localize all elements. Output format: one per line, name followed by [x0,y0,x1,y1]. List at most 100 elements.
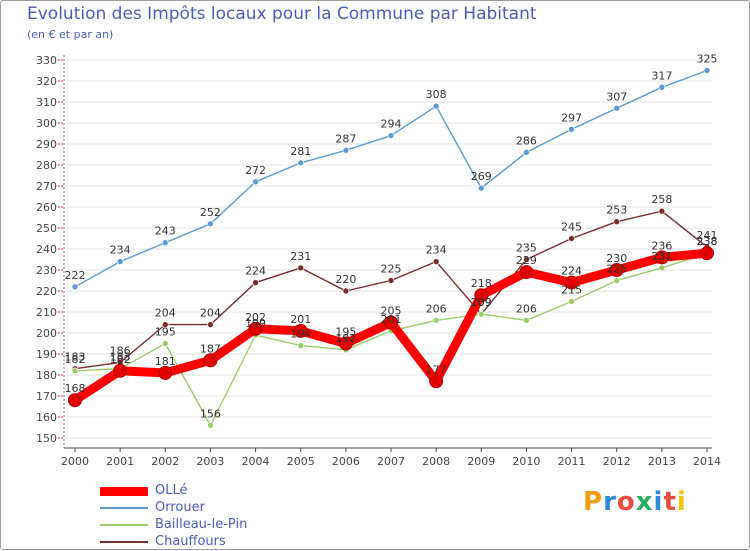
logo-letter: i [676,487,687,517]
data-label-chauffours: 183 [65,351,86,364]
data-label-orrouer: 286 [516,134,537,147]
data-label-olle: 168 [65,382,86,395]
y-tick-label: 290 [36,138,57,151]
data-point-bailleau-le-pin [477,310,485,318]
data-label-bailleau-le-pin: 183 [110,351,131,364]
data-label-orrouer: 222 [65,269,86,282]
data-label-bailleau-le-pin: 201 [381,313,402,326]
data-label-orrouer: 287 [335,132,356,145]
data-point-bailleau-le-pin [432,317,440,324]
x-tick-label: 2006 [332,455,360,468]
data-label-bailleau-le-pin: 199 [245,317,266,330]
data-point-olle [158,365,173,380]
y-tick-label: 280 [36,159,57,172]
data-label-olle: 230 [606,252,627,265]
data-point-olle [293,323,308,338]
data-point-orrouer [703,67,711,74]
x-tick-label: 2009 [467,455,495,468]
data-label-chauffours: 235 [516,242,537,255]
data-point-bailleau-le-pin [523,317,530,324]
y-tick-label: 270 [36,180,57,193]
legend-swatch-chauffours [100,541,148,543]
data-label-orrouer: 294 [381,118,402,131]
y-tick-label: 190 [36,348,57,361]
data-label-olle: 177 [426,363,447,376]
data-label-olle: 181 [155,355,176,368]
data-point-olle [474,288,489,303]
axes: 150 160 170 180 190 200 210 220 230 240 250 260 270 2… [36,54,721,468]
data-point-orrouer [658,84,666,91]
x-tick-label: 2012 [603,455,631,468]
y-tick-label: 240 [36,243,57,256]
data-point-chauffours [342,287,350,295]
data-point-orrouer [161,239,169,246]
data-point-orrouer [613,105,621,112]
y-tick-label: 310 [36,96,57,109]
data-point-orrouer [297,159,305,167]
data-label-chauffours: 186 [110,344,131,357]
legend-label-chauffours: Chauffours [155,534,226,549]
x-tick-label: 2003 [196,455,224,468]
y-tick-label: 250 [36,222,57,235]
x-tick-label: 2002 [151,455,179,468]
data-label-bailleau-le-pin: 206 [516,302,537,315]
data-label-chauffours: 204 [200,307,221,320]
data-label-chauffours: 231 [290,250,311,263]
x-tick-label: 2008 [422,455,450,468]
x-tick-label: 2007 [377,455,405,468]
y-tick-label: 210 [36,306,57,319]
data-point-olle [113,363,128,378]
data-point-chauffours [523,256,530,263]
data-point-chauffours [568,235,575,242]
data-point-orrouer [71,283,79,291]
data-label-bailleau-le-pin: 195 [155,326,176,339]
chart-subtitle: (en € et par an) [27,28,114,41]
x-tick-label: 2010 [512,455,540,468]
x-tick-label: 2011 [558,455,586,468]
legend-swatch-orrouer [100,507,148,509]
logo-letter: t [663,487,677,517]
y-tick-label: 220 [36,285,57,298]
data-point-olle [519,265,534,280]
data-label-orrouer: 243 [155,225,176,238]
data-label-orrouer: 308 [426,88,447,101]
data-labels: 222 234 243 252 272 281 287 294 308 269 286 297 307 3… [65,53,718,421]
data-label-bailleau-le-pin: 215 [561,284,582,297]
x-tick-label: 2001 [106,455,134,468]
data-label-orrouer: 297 [561,111,582,124]
data-label-olle: 187 [200,342,221,355]
data-label-olle: 201 [290,313,311,326]
grid [66,59,712,439]
data-label-olle: 182 [110,353,131,366]
data-label-bailleau-le-pin: 194 [290,328,311,341]
logo-letter: i [653,487,664,517]
data-point-olle [384,315,398,330]
data-label-bailleau-le-pin: 225 [606,263,627,276]
data-point-chauffours [613,218,621,225]
logo-letter: r [603,487,617,517]
data-point-chauffours [432,258,440,265]
legend-swatch-olle [100,486,148,496]
legend-label-orrouer: Orrouer [155,500,205,515]
chart-title: Evolution des Impôts locaux pour la Comm… [27,4,537,24]
data-label-orrouer: 234 [110,244,131,257]
data-label-chauffours: 234 [426,244,447,257]
data-label-orrouer: 325 [697,53,718,66]
data-label-bailleau-le-pin: 231 [651,250,672,263]
data-point-olle [700,246,714,261]
data-label-chauffours: 225 [381,263,402,276]
data-point-olle [564,275,579,290]
y-tick-label: 170 [36,390,57,403]
y-tick-label: 180 [36,369,57,382]
data-point-olle [203,353,218,368]
data-label-orrouer: 317 [651,69,672,82]
data-point-orrouer [387,132,395,139]
data-label-olle: 236 [651,239,672,252]
data-label-chauffours: 241 [697,229,718,242]
data-point-olle [654,250,669,265]
data-label-chauffours: 220 [335,273,356,286]
y-tick-label: 320 [36,75,57,88]
data-point-bailleau-le-pin [568,298,575,305]
logo-letter: P [583,487,604,517]
data-label-olle: 218 [471,277,492,290]
